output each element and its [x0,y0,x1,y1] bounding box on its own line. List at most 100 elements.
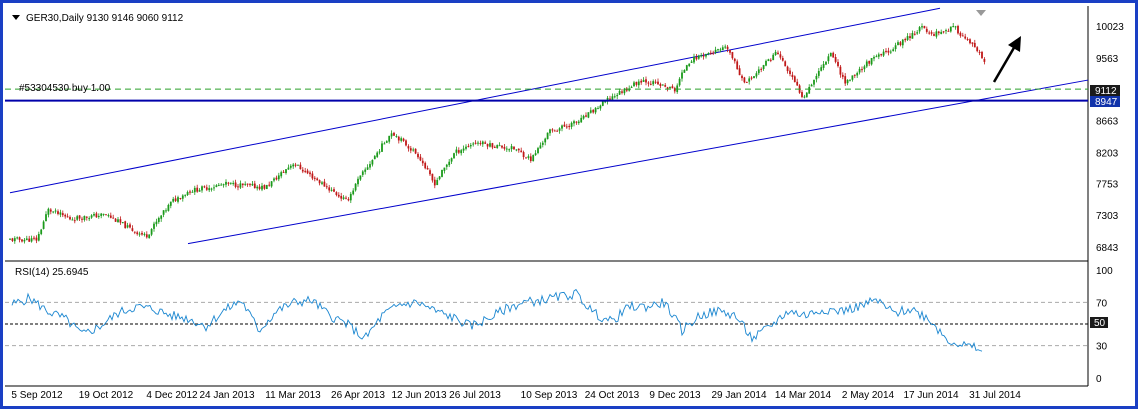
candle-body [172,198,175,202]
candle-body [181,195,184,199]
candle-body [66,216,69,218]
candle-body [366,167,369,170]
candle-body [599,105,602,109]
candle-body [817,70,820,76]
candle-body [935,31,938,37]
date-tick-label: 10 Sep 2013 [521,390,578,401]
candle-body [640,80,643,83]
candle-body [153,223,155,229]
candle-body [486,144,489,147]
candle-body [909,36,911,39]
candle-body [316,178,319,181]
candle-body [49,209,52,212]
candle-body [381,143,383,152]
candle-body [534,153,537,156]
candle-body [767,59,770,62]
candle-body [853,74,856,76]
candle-body [695,57,698,60]
candle-body [772,54,775,61]
candle-body [678,78,681,86]
candle-body [899,42,902,46]
channel-lower-line[interactable] [187,79,1089,245]
candle-body [825,61,827,65]
candle-body [829,52,832,57]
candle-body [13,238,16,242]
candle-body [897,42,899,46]
rsi-tick-label: 100 [1096,266,1113,277]
candle-body [515,149,518,151]
candle-body [705,53,707,57]
candle-body [736,61,739,70]
candle-body [489,143,491,147]
candle-body [405,140,407,146]
candle-body [407,146,410,149]
candle-body [810,84,813,87]
candle-body [976,47,979,52]
candle-body [808,86,811,94]
candle-body [361,171,364,175]
candle-body [880,54,883,56]
buy-order-label: #53304530 buy 1.00 [19,83,111,94]
trend-channel[interactable] [9,7,1089,245]
dropdown-triangle-icon[interactable] [12,15,20,20]
candle-body [469,145,472,147]
candle-body [287,167,290,170]
candle-body [210,188,213,190]
price-tick-label: 10023 [1096,22,1124,33]
candle-body [585,115,587,117]
candle-body [520,150,523,153]
candle-body [712,52,715,54]
candle-body [215,185,218,188]
candle-body [959,32,962,36]
candle-body [357,178,359,185]
candle-body [445,164,448,167]
candle-body [484,142,487,144]
candle-body [501,145,503,148]
candle-body [318,180,321,184]
candle-body [654,81,657,83]
candle-body [805,92,808,98]
rsi-indicator[interactable] [5,288,1088,352]
candle-body [503,146,506,149]
candle-body [201,186,203,191]
candle-body [112,217,115,219]
candle-body [373,156,376,160]
candle-body [385,141,388,143]
candle-body [673,88,676,92]
candle-body [268,184,271,186]
candle-body [35,237,38,241]
candle-body [107,215,110,217]
candle-body [582,115,585,119]
candle-body [983,58,986,62]
candle-body [189,191,191,193]
candle-body [97,215,100,217]
candle-body [664,85,667,87]
price-levels[interactable] [5,88,1088,102]
candle-body [822,64,825,68]
rsi-line [11,288,983,352]
candle-body [337,194,340,197]
candle-body [292,164,295,167]
candle-body [618,90,621,95]
candle-body [253,183,256,189]
candle-body [846,79,849,84]
candle-body [109,215,112,218]
candle-body [669,86,671,89]
candle-body [393,132,395,136]
candle-body [623,88,626,94]
candle-body [493,146,496,148]
candle-body [609,98,611,100]
candle-body [954,26,957,28]
candle-body [148,234,151,239]
candle-body [241,183,244,186]
candle-body [345,197,347,199]
candle-body [815,75,818,80]
support-price-marker [1090,96,1120,107]
candle-body [539,145,542,149]
date-tick-label: 2 May 2014 [842,390,895,401]
candle-body [155,221,158,225]
candle-body [525,157,527,159]
candle-body [889,51,892,53]
candle-body [647,82,650,84]
